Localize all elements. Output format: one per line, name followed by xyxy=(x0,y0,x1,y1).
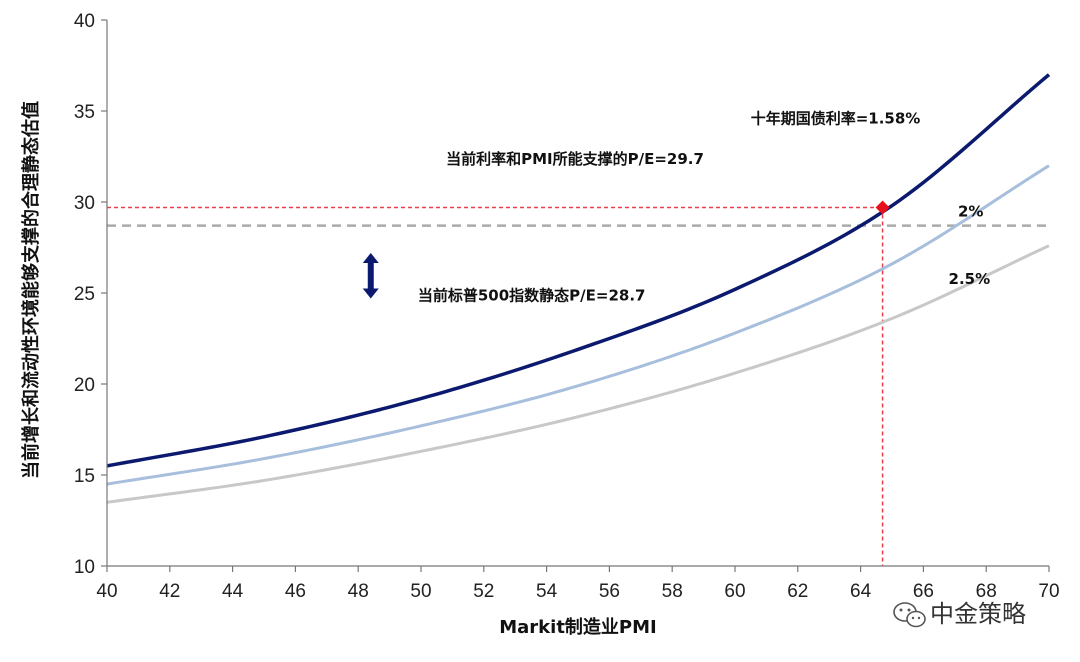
x-tick-label: 42 xyxy=(159,581,180,602)
annotation-label: 十年期国债利率=1.58% xyxy=(751,110,921,128)
series-lines xyxy=(106,73,1051,504)
y-tick-label: 15 xyxy=(74,466,95,487)
x-tick-label: 40 xyxy=(96,581,117,602)
x-tick-label: 52 xyxy=(473,581,494,602)
x-tick-label: 68 xyxy=(976,581,997,602)
x-tick-label: 50 xyxy=(410,581,431,602)
annotation-label: 当前标普500指数静态P/E=28.7 xyxy=(418,286,646,304)
x-tick-label: 64 xyxy=(850,581,872,602)
series-line-2 xyxy=(106,244,1050,504)
y-tick-label: 20 xyxy=(74,375,95,396)
annotation-label: 2.5% xyxy=(949,270,991,288)
x-tick-label: 56 xyxy=(599,581,620,602)
watermark-text: 中金策略 xyxy=(930,600,1026,628)
watermark: 中金策略 xyxy=(893,600,1026,628)
x-tick-label: 70 xyxy=(1038,581,1059,602)
annotations: 十年期国债利率=1.58% 当前利率和PMI所能支撑的P/E=29.7 2% 2.5%… xyxy=(362,110,991,304)
axes: 10 15 20 25 30 35 40 40 42 44 46 48 50 52 54 56 58 60 62 64… xyxy=(74,11,1060,602)
arrow-head-up xyxy=(362,252,379,263)
series-line-1 xyxy=(106,164,1050,486)
x-axis-title: Markit制造业PMI xyxy=(499,616,656,638)
y-tick-label: 35 xyxy=(74,102,95,123)
y-tick-label: 25 xyxy=(74,284,95,305)
x-tick-label: 66 xyxy=(913,581,934,602)
x-tick-label: 58 xyxy=(662,581,683,602)
x-tick-label: 60 xyxy=(724,581,745,602)
arrow-head-down xyxy=(362,288,379,299)
x-tick-label: 46 xyxy=(285,581,306,602)
y-axis-title: 当前增长和流动性环境能够支撑的合理静态估值 xyxy=(20,101,42,479)
annotation-label: 当前利率和PMI所能支撑的P/E=29.7 xyxy=(446,150,704,168)
wechat-icon xyxy=(893,602,926,628)
pe-marker xyxy=(875,200,890,215)
y-tick-label: 30 xyxy=(74,193,95,214)
x-tick-label: 54 xyxy=(536,581,558,602)
series-line-0 xyxy=(106,73,1051,468)
arrow-shaft xyxy=(367,260,374,291)
x-tick-label: 44 xyxy=(222,581,244,602)
x-tick-label: 62 xyxy=(787,581,808,602)
x-tick-label: 48 xyxy=(348,581,369,602)
annotation-label: 2% xyxy=(958,203,983,221)
y-tick-label: 40 xyxy=(74,11,95,32)
y-tick-label: 10 xyxy=(74,557,95,578)
